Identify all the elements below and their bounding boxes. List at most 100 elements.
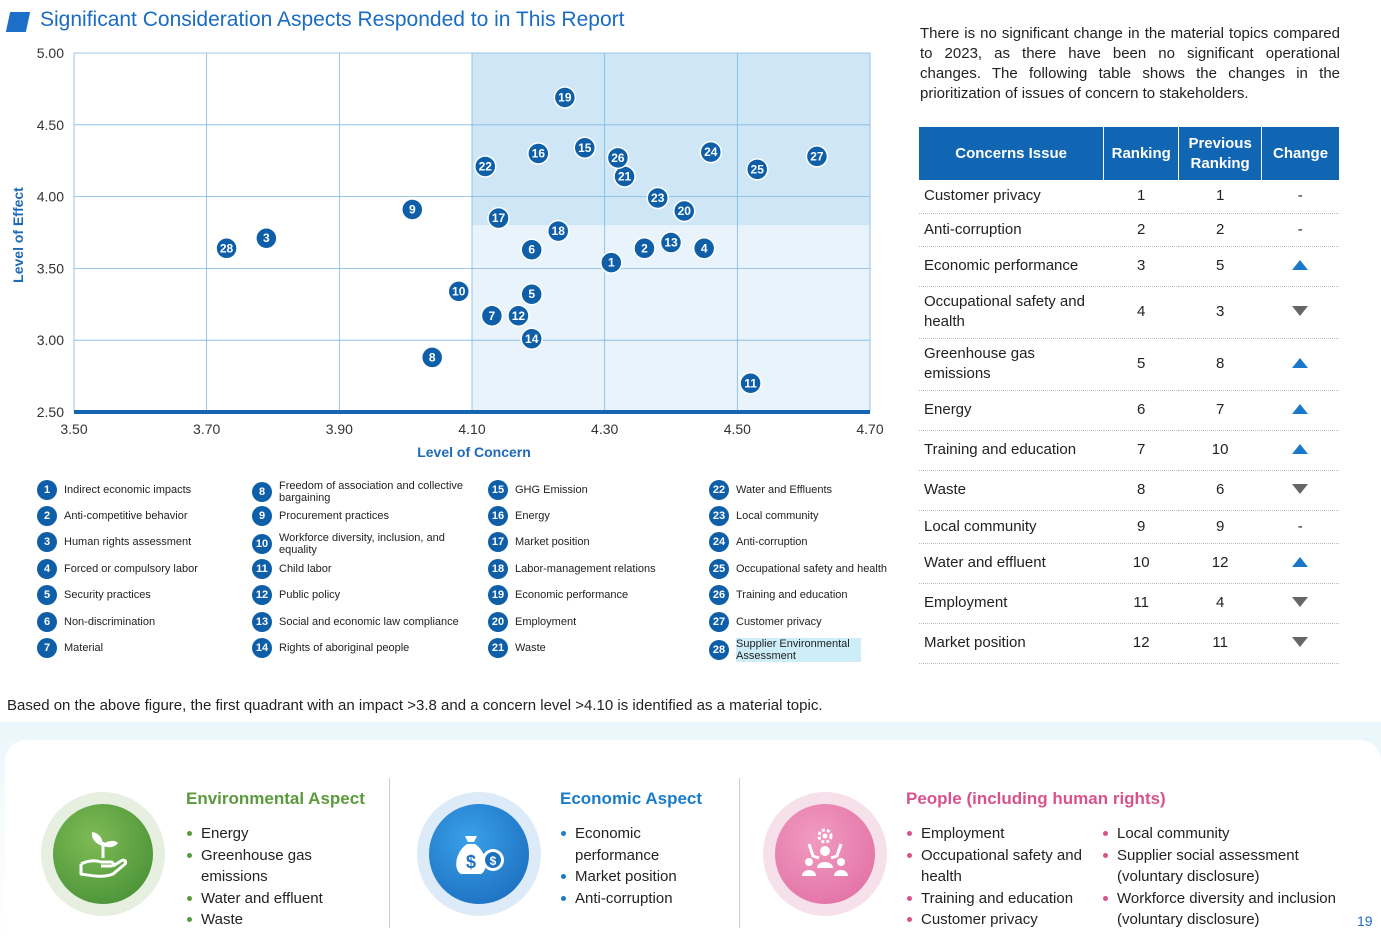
data-point: 8 — [420, 346, 444, 369]
data-point-label: 19 — [558, 91, 572, 105]
cell-issue: Energy — [919, 390, 1104, 431]
data-point-label: 26 — [611, 151, 625, 165]
header-change: Change — [1261, 127, 1339, 180]
legend-number-badge: 11 — [252, 559, 272, 579]
data-point: 26 — [606, 146, 630, 170]
cell-previous-ranking: 7 — [1178, 390, 1262, 431]
data-point: 17 — [487, 206, 510, 230]
legend-label: Child labor — [279, 563, 332, 575]
intro-paragraph: There is no significant change in the ma… — [920, 25, 1340, 102]
legend-item: 20 Employment — [488, 612, 700, 632]
cell-change — [1261, 543, 1339, 584]
legend-label: Material — [64, 642, 104, 654]
data-point: 1 — [600, 251, 623, 274]
data-point-marker — [673, 199, 696, 223]
legend-label: Rights of aboriginal people — [279, 642, 410, 654]
legend-label: Labor-management relations — [515, 563, 656, 575]
legend-number-badge: 19 — [488, 585, 508, 605]
data-point-label: 28 — [220, 241, 234, 255]
legend-item: 8 Freedom of association and collective b… — [252, 480, 464, 504]
data-point: 23 — [646, 186, 669, 210]
data-point-label: 25 — [751, 162, 765, 176]
legend-item: 9 Procurement practices — [252, 506, 464, 526]
economic-aspect-title: Economic Aspect — [560, 789, 703, 808]
data-point-marker — [255, 226, 278, 250]
cell-change: - — [1261, 213, 1339, 247]
legend-label: Supplier Environmental Assessment — [736, 638, 861, 662]
data-point-marker — [215, 237, 238, 260]
legend-item: 10 Workforce diversity, inclusion, and eq… — [252, 532, 464, 556]
legend-label: Anti-corruption — [736, 536, 808, 548]
triangle-up-icon — [1292, 404, 1309, 414]
cell-previous-ranking: 6 — [1178, 470, 1262, 511]
legend-number-badge: 24 — [709, 532, 729, 552]
list-item: Market position — [560, 866, 710, 888]
legend-item: 2 Anti-competitive behavior — [37, 506, 249, 526]
legend-item: 13 Social and economic law compliance — [252, 612, 464, 632]
x-axis-label: Level of Concern — [417, 444, 531, 460]
cell-previous-ranking: 5 — [1178, 246, 1262, 287]
cell-previous-ranking: 3 — [1178, 286, 1262, 339]
legend-label: Local community — [736, 510, 819, 522]
table-row: Anti-corruption 2 2- — [919, 213, 1339, 247]
cell-issue: Local community — [919, 510, 1104, 544]
list-item: Workforce diversity and inclusion (volun… — [1102, 888, 1347, 931]
money-bag-icon: $ $ — [429, 804, 529, 904]
legend-number-badge: 18 — [488, 559, 508, 579]
legend-label: Procurement practices — [279, 510, 390, 522]
table-row: Energy 6 7 — [919, 390, 1339, 431]
legend-number-badge: 17 — [488, 532, 508, 552]
list-item: Economic performance — [560, 823, 710, 866]
legend-item: 3 Human rights assessment — [37, 532, 249, 552]
data-point-label: 1 — [608, 256, 615, 270]
data-point-label: 18 — [552, 224, 566, 238]
data-point-label: 8 — [429, 350, 436, 364]
legend-number-badge: 8 — [252, 482, 272, 502]
legend-number-badge: 21 — [488, 638, 508, 658]
legend-number-badge: 25 — [709, 559, 729, 579]
legend-number-badge: 6 — [37, 612, 57, 632]
triangle-down-icon — [1292, 597, 1309, 607]
data-point-marker — [420, 346, 444, 369]
cell-change — [1261, 583, 1339, 624]
data-point: 25 — [745, 158, 769, 181]
data-point-label: 10 — [452, 284, 466, 298]
svg-text:$: $ — [490, 854, 497, 868]
y-tick-label: 5.00 — [37, 45, 64, 61]
cell-change — [1261, 390, 1339, 431]
plant-hand-icon — [53, 804, 153, 904]
data-point-marker — [401, 198, 424, 221]
data-point-label: 7 — [489, 309, 496, 323]
data-point-marker — [520, 327, 543, 351]
data-point-label: 15 — [578, 141, 592, 155]
legend-number-badge: 22 — [709, 480, 729, 500]
legend-label: Indirect economic impacts — [64, 484, 192, 496]
data-point-label: 20 — [678, 204, 692, 218]
data-point: 10 — [447, 280, 470, 303]
cell-change — [1261, 338, 1339, 391]
data-point-marker — [692, 237, 716, 260]
data-point: 6 — [520, 238, 543, 261]
data-point-marker — [739, 372, 762, 395]
people-aspect-title: People (including human rights) — [906, 789, 1166, 808]
table-row: Water and effluent 10 12 — [919, 543, 1339, 584]
list-item: Energy — [186, 823, 371, 845]
x-tick-label: 3.90 — [326, 421, 353, 437]
table-row: Greenhouse gas emissions 5 8 — [919, 338, 1339, 391]
header-previous-ranking: Previous Ranking — [1178, 127, 1263, 180]
data-point-marker — [646, 186, 669, 210]
triangle-up-icon — [1292, 260, 1309, 270]
legend-number-badge: 27 — [709, 612, 729, 632]
data-point: 27 — [805, 145, 829, 168]
x-tick-label: 4.70 — [856, 421, 883, 437]
material-topic-note: Based on the above figure, the first qua… — [7, 697, 823, 714]
legend-label: Non-discrimination — [64, 616, 156, 628]
legend-label: Security practices — [64, 589, 151, 601]
concerns-ranking-table: Concerns Issue Ranking Previous Ranking … — [919, 127, 1339, 664]
legend-label: Human rights assessment — [64, 536, 192, 548]
material-quadrant-region — [472, 53, 870, 226]
cell-issue: Water and effluent — [919, 543, 1104, 584]
legend-number-badge: 20 — [488, 612, 508, 632]
legend-item: 12 Public policy — [252, 585, 464, 605]
data-point-label: 13 — [664, 236, 678, 250]
